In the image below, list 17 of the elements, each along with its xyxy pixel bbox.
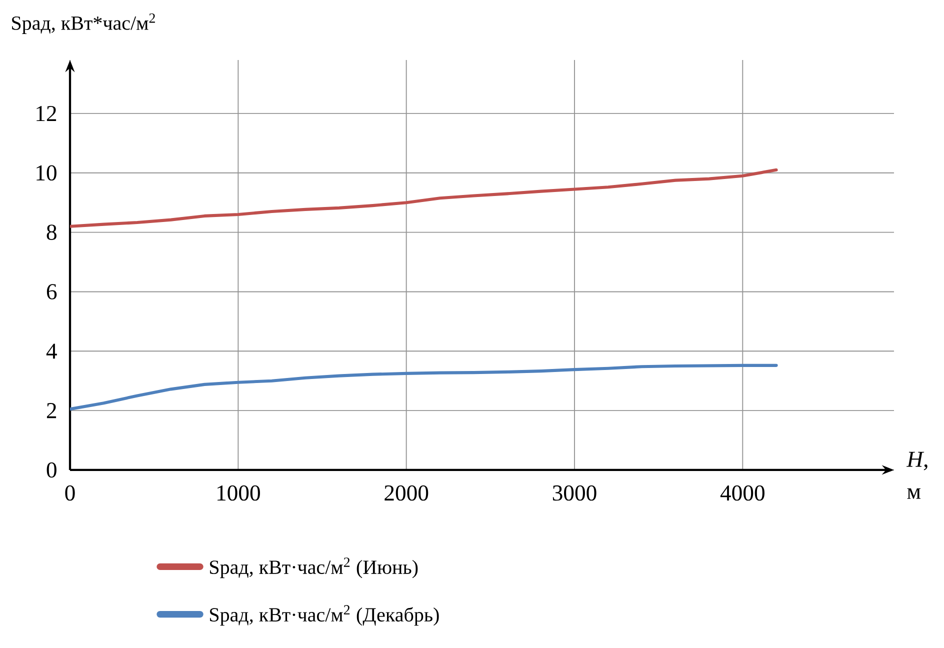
x-tick-label: 1000	[217, 485, 260, 501]
line-series	[70, 168, 778, 228]
y-tick-label: 2	[46, 403, 56, 418]
y-axis-title: Sрад, кВт*час/м$^{2}$	[12, 13, 155, 34]
legend-label: Sрад, кВт·час/м$^{2}$ (Декабрь)	[210, 605, 439, 626]
x-axis-title: H, м	[906, 452, 928, 499]
x-tick-label: 0	[65, 485, 75, 501]
legend-label: Sрад, кВт·час/м$^{2}$ (Июнь)	[210, 558, 418, 578]
x-tick-label: 4000	[720, 485, 764, 501]
y-tick-label: 0	[46, 462, 56, 478]
x-tick-label: 3000	[552, 485, 596, 501]
y-tick-label: 4	[46, 344, 57, 359]
x-tick-label: 2000	[384, 485, 428, 501]
y-tick-label: 12	[36, 106, 56, 121]
y-tick-label: 6	[46, 284, 57, 300]
y-tick-label: 8	[46, 224, 56, 240]
y-tick-label: 10	[36, 165, 56, 181]
